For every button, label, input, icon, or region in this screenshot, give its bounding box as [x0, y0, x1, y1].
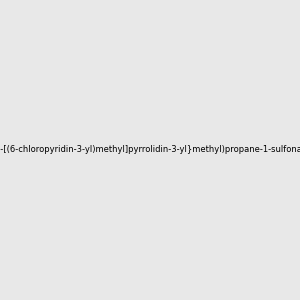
- Text: N-({1-[(6-chloropyridin-3-yl)methyl]pyrrolidin-3-yl}methyl)propane-1-sulfonamide: N-({1-[(6-chloropyridin-3-yl)methyl]pyrr…: [0, 146, 300, 154]
